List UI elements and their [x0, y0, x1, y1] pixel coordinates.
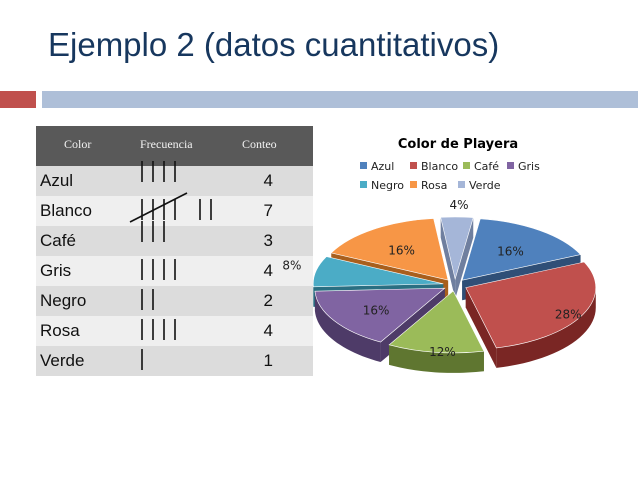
- slice-wall: [465, 287, 497, 368]
- accent-bar-gap: [36, 91, 42, 108]
- data-label-negro: 8%: [282, 258, 301, 272]
- header-frecuencia: Frecuencia: [140, 137, 193, 151]
- chart-legend: Azul Blanco Café Gris Negro Rosa Verde: [360, 160, 540, 192]
- slice-top: [461, 218, 582, 281]
- tally-negro: [141, 289, 154, 310]
- slice-rim: [496, 287, 596, 368]
- slice-top: [440, 216, 474, 281]
- tally-café: [141, 221, 165, 242]
- row-color-label: Azul: [40, 171, 74, 190]
- legend-swatch: [458, 181, 465, 188]
- pie-chart: Color de Playera Azul Blanco Café Gris Negro…: [282, 137, 597, 373]
- tally-gris: [141, 259, 176, 280]
- legend-label: Verde: [469, 179, 501, 192]
- accent-bar-blue: [42, 91, 638, 108]
- legend-label: Negro: [371, 179, 404, 192]
- legend-swatch: [410, 162, 417, 169]
- slice-rim: [314, 291, 381, 363]
- table-row: Negro 2: [36, 286, 313, 316]
- slice-wall: [455, 217, 474, 300]
- tally-rosa: [141, 319, 176, 340]
- tally-azul: [141, 161, 176, 182]
- row-color-label: Gris: [40, 261, 72, 280]
- slide-title: Ejemplo 2 (datos cuantitativos): [48, 26, 500, 63]
- slice-top: [330, 218, 449, 281]
- legend-item-gris: Gris: [507, 160, 540, 173]
- slice-wall: [440, 217, 456, 300]
- pie-data-labels: 16% 28% 12% 16% 8% 16% 4%: [282, 198, 581, 359]
- row-color-label: Verde: [40, 351, 85, 370]
- header-conteo: Conteo: [242, 137, 277, 151]
- legend-item-café: Café: [463, 160, 499, 173]
- row-conteo: 1: [263, 351, 273, 370]
- header-color: Color: [64, 137, 92, 151]
- tally-marks-layer: [129, 161, 212, 370]
- tally-crossbar: [129, 192, 188, 223]
- row-color-label: Café: [40, 231, 76, 250]
- table-row: Café 3: [36, 226, 313, 256]
- accent-bar-red: [0, 91, 36, 108]
- pie-slice-verde: [440, 216, 474, 300]
- row-conteo: 2: [263, 291, 273, 310]
- legend-swatch: [507, 162, 514, 169]
- legend-item-azul: Azul: [360, 160, 394, 173]
- data-label-rosa: 16%: [388, 244, 415, 258]
- legend-label: Azul: [371, 160, 394, 173]
- row-color-label: Blanco: [40, 201, 92, 220]
- row-color-label: Negro: [40, 291, 87, 310]
- row-conteo: 4: [263, 261, 273, 280]
- row-conteo: 4: [263, 321, 273, 340]
- data-label-blanco: 28%: [555, 307, 582, 321]
- data-label-azul: 16%: [497, 244, 524, 258]
- slice-top: [314, 287, 446, 343]
- table-header: Color Frecuencia Conteo: [36, 126, 313, 166]
- slice-top: [465, 261, 597, 349]
- legend-swatch: [410, 181, 417, 188]
- chart-title: Color de Playera: [398, 137, 518, 152]
- legend-swatch: [463, 162, 470, 169]
- tally-blanco: [129, 192, 212, 223]
- slice-top: [312, 256, 444, 288]
- legend-label: Rosa: [421, 179, 447, 192]
- pie-slice-café: [388, 290, 485, 373]
- legend-label: Café: [474, 160, 499, 173]
- row-color-label: Rosa: [40, 321, 80, 340]
- slice-rim: [389, 344, 484, 373]
- data-label-gris: 16%: [363, 303, 390, 317]
- data-label-verde: 4%: [449, 198, 468, 212]
- table-row: Verde 1: [36, 346, 313, 376]
- legend-label: Gris: [518, 160, 540, 173]
- legend-swatch: [360, 181, 367, 188]
- legend-label: Blanco: [421, 160, 458, 173]
- legend-item-rosa: Rosa: [410, 179, 447, 192]
- legend-item-verde: Verde: [458, 179, 501, 192]
- legend-item-negro: Negro: [360, 179, 404, 192]
- slice-top: [388, 290, 485, 354]
- row-conteo: 7: [263, 201, 273, 220]
- pie-slices: [312, 216, 597, 373]
- row-conteo: 3: [263, 231, 273, 250]
- legend-item-blanco: Blanco: [410, 160, 458, 173]
- pie-slice-blanco: [465, 261, 597, 368]
- row-conteo: 4: [263, 171, 273, 190]
- data-label-café: 12%: [429, 345, 456, 359]
- legend-swatch: [360, 162, 367, 169]
